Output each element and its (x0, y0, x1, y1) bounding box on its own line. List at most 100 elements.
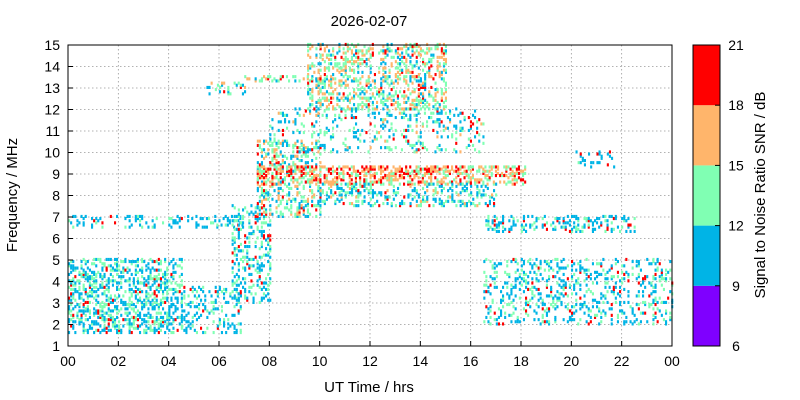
snr-cell (313, 131, 316, 135)
snr-cell (363, 178, 366, 182)
snr-cell (99, 309, 102, 313)
snr-cell (373, 107, 376, 111)
snr-cell (300, 148, 303, 152)
snr-cell (263, 189, 266, 193)
snr-cell (157, 283, 160, 287)
snr-cell (141, 217, 144, 221)
snr-cell (577, 262, 580, 266)
snr-cell (298, 79, 301, 83)
snr-cell (332, 96, 335, 100)
snr-cell (311, 75, 314, 79)
snr-cell (244, 240, 247, 244)
snr-cell (340, 197, 343, 201)
snr-cell (342, 202, 345, 206)
snr-cell (583, 270, 586, 274)
snr-cell (444, 167, 447, 171)
snr-cell (275, 161, 278, 165)
snr-cell (596, 221, 599, 225)
snr-cell (279, 141, 282, 145)
snr-cell (367, 189, 370, 193)
snr-cell (344, 64, 347, 68)
snr-cell (265, 210, 268, 214)
snr-cell (116, 257, 119, 261)
snr-cell (438, 199, 441, 203)
snr-cell (440, 92, 443, 96)
snr-cell (417, 176, 420, 180)
snr-cell (363, 180, 366, 184)
snr-cell (258, 277, 261, 281)
snr-cell (230, 214, 233, 218)
snr-cell (319, 191, 322, 195)
snr-cell (621, 264, 624, 268)
snr-cell (665, 272, 668, 276)
snr-cell (136, 279, 139, 283)
snr-cell (587, 275, 590, 279)
snr-cell (252, 298, 255, 302)
snr-cell (478, 180, 481, 184)
snr-cell (407, 96, 410, 100)
snr-cell (566, 294, 569, 298)
snr-cell (535, 257, 538, 261)
snr-cell (422, 92, 425, 96)
snr-cell (239, 227, 242, 231)
snr-cell (288, 186, 291, 190)
snr-cell (560, 303, 563, 307)
snr-cell (386, 94, 389, 98)
snr-cell (495, 275, 498, 279)
snr-cell (380, 77, 383, 81)
snr-cell (575, 292, 578, 296)
snr-cell (378, 131, 381, 135)
snr-cell (403, 79, 406, 83)
snr-cell (535, 303, 538, 307)
snr-cell (378, 70, 381, 74)
snr-cell (306, 202, 309, 206)
snr-cell (172, 292, 175, 296)
snr-cell (248, 221, 251, 225)
snr-cell (500, 262, 503, 266)
snr-cell (361, 85, 364, 89)
snr-cell (424, 191, 427, 195)
snr-cell (311, 98, 314, 102)
snr-cell (386, 167, 389, 171)
snr-cell (522, 307, 525, 311)
snr-cell (72, 225, 75, 229)
snr-cell (134, 270, 137, 274)
snr-cell (298, 214, 301, 218)
snr-cell (277, 146, 280, 150)
snr-cell (566, 320, 569, 324)
snr-cell (84, 292, 87, 296)
snr-cell (465, 169, 468, 173)
snr-cell (392, 189, 395, 193)
snr-cell (373, 116, 376, 120)
snr-cell (436, 100, 439, 104)
snr-cell (478, 133, 481, 137)
snr-cell (323, 77, 326, 81)
snr-cell (206, 85, 209, 89)
snr-cell (531, 285, 534, 289)
snr-cell (328, 103, 331, 107)
snr-cell (548, 275, 551, 279)
snr-cell (74, 290, 77, 294)
snr-cell (497, 223, 500, 227)
snr-cell (654, 285, 657, 289)
snr-cell (168, 307, 171, 311)
snr-cell (136, 257, 139, 261)
snr-cell (376, 90, 379, 94)
snr-cell (309, 66, 312, 70)
snr-cell (141, 305, 144, 309)
snr-cell (430, 167, 433, 171)
snr-cell (86, 260, 89, 264)
snr-cell (176, 214, 179, 218)
snr-cell (357, 199, 360, 203)
snr-cell (373, 171, 376, 175)
snr-cell (399, 90, 402, 94)
snr-cell (440, 109, 443, 113)
snr-cell (363, 174, 366, 178)
snr-cell (436, 68, 439, 72)
snr-cell (147, 315, 150, 319)
snr-cell (590, 165, 593, 169)
snr-cell (568, 315, 571, 319)
snr-cell (323, 96, 326, 100)
snr-cell (386, 178, 389, 182)
snr-cell (545, 285, 548, 289)
